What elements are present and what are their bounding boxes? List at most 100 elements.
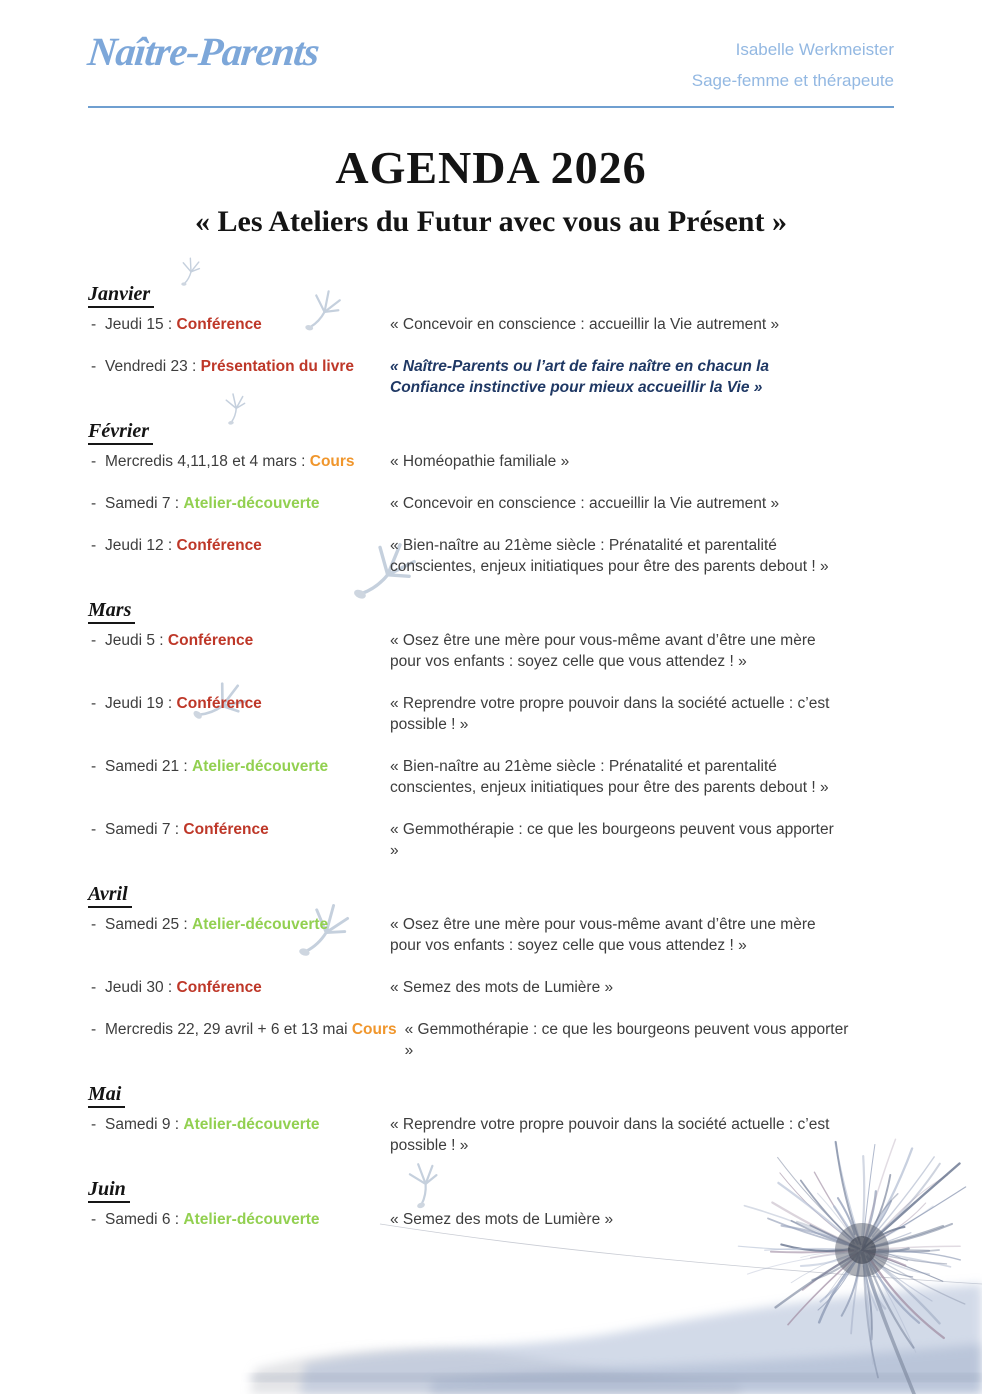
month-title: Mars — [88, 598, 136, 624]
event-bullet: - — [91, 316, 97, 333]
event-bullet: - — [91, 695, 97, 712]
event-bullet: - — [91, 453, 97, 470]
event-date: Jeudi 30 : — [105, 979, 173, 996]
event-left: Samedi 7 : Conférence — [105, 819, 390, 840]
event-row: - Mercredis 4,11,18 et 4 mars : Cours « … — [88, 451, 894, 472]
event-type: Atelier-découverte — [183, 1116, 320, 1133]
event-list: - Jeudi 15 : Conférence « Concevoir en c… — [88, 314, 894, 398]
event-type: Atelier-découverte — [183, 1211, 320, 1228]
event-type: Atelier-découverte — [192, 758, 329, 775]
event-date: Samedi 9 : — [105, 1116, 180, 1133]
brand-logo: Naître-Parents — [85, 29, 321, 74]
event-desc: « Osez être une mère pour vous-même avan… — [390, 916, 816, 954]
contact-name: Isabelle Werkmeister — [735, 40, 894, 59]
event-bullet: - — [91, 1211, 97, 1228]
event-left: Samedi 25 : Atelier-découverte — [105, 914, 390, 935]
month-title: Avril — [88, 882, 132, 908]
event-row: - Samedi 7 : Conférence « Gemmothérapie … — [88, 819, 894, 861]
dandelion-icon — [737, 1138, 967, 1394]
event-type: Atelier-découverte — [183, 495, 320, 512]
event-bullet: - — [91, 1116, 97, 1133]
event-date: Jeudi 12 : — [105, 537, 173, 554]
event-date: Samedi 6 : — [105, 1211, 180, 1228]
month-title: Juin — [88, 1177, 130, 1203]
event-desc: « Concevoir en conscience : accueillir l… — [390, 495, 780, 512]
event-row: - Samedi 6 : Atelier-découverte « Semez … — [88, 1209, 894, 1230]
watercolor-landscape — [250, 1223, 982, 1394]
event-left: Samedi 9 : Atelier-découverte — [105, 1114, 390, 1135]
month-section: Avril - Samedi 25 : Atelier-découverte «… — [88, 882, 894, 1061]
event-left: Jeudi 12 : Conférence — [105, 535, 390, 556]
event-bullet: - — [91, 1021, 97, 1038]
event-type: Cours — [309, 453, 355, 470]
event-row: - Jeudi 15 : Conférence « Concevoir en c… — [88, 314, 894, 335]
event-type: Conférence — [176, 537, 262, 554]
event-left: Vendredi 23 : Présentation du livre — [105, 356, 390, 377]
event-bullet: - — [91, 358, 97, 375]
header-divider — [88, 106, 894, 108]
event-type: Conférence — [167, 632, 254, 649]
event-left: Jeudi 15 : Conférence — [105, 314, 390, 335]
event-row: - Jeudi 5 : Conférence « Osez être une m… — [88, 630, 894, 672]
contact-role: Sage-femme et thérapeute — [691, 71, 894, 90]
event-left: Samedi 21 : Atelier-découverte — [105, 756, 390, 777]
event-type: Conférence — [176, 695, 262, 712]
event-date: Mercredis 22, 29 avril + 6 et 13 mai — [105, 1021, 348, 1038]
event-date: Samedi 7 : — [105, 495, 180, 512]
event-type: Conférence — [176, 316, 262, 333]
event-desc: « Bien-naître au 21ème siècle : Prénatal… — [390, 537, 829, 575]
event-desc: « Semez des mots de Lumière » — [390, 979, 614, 996]
event-type: Conférence — [176, 979, 262, 996]
event-bullet: - — [91, 821, 97, 838]
month-title: Mai — [88, 1082, 126, 1108]
event-left: Jeudi 19 : Conférence — [105, 693, 390, 714]
contact-block: Isabelle Werkmeister Sage-femme et théra… — [692, 30, 894, 96]
event-list: - Samedi 25 : Atelier-découverte « Osez … — [88, 914, 894, 1061]
event-date: Mercredis 4,11,18 et 4 mars : — [105, 453, 306, 470]
event-type: Atelier-découverte — [192, 916, 329, 933]
event-list: - Jeudi 5 : Conférence « Osez être une m… — [88, 630, 894, 861]
page-header: Naître-Parents Isabelle Werkmeister Sage… — [85, 29, 894, 96]
event-date: Samedi 21 : — [105, 758, 188, 775]
month-section: Mai - Samedi 9 : Atelier-découverte « Re… — [88, 1082, 894, 1156]
event-row: - Jeudi 19 : Conférence « Reprendre votr… — [88, 693, 894, 735]
event-type: Cours — [351, 1021, 397, 1038]
event-desc: « Reprendre votre propre pouvoir dans la… — [390, 1116, 830, 1154]
page-title: AGENDA 2026 — [335, 142, 647, 193]
event-left: Mercredis 22, 29 avril + 6 et 13 mai Cou… — [105, 1019, 405, 1040]
event-desc: « Reprendre votre propre pouvoir dans la… — [390, 695, 830, 733]
event-date: Samedi 7 : — [105, 821, 180, 838]
event-date: Vendredi 23 : — [105, 358, 197, 375]
event-type: Présentation du livre — [200, 358, 354, 375]
event-left: Samedi 6 : Atelier-découverte — [105, 1209, 390, 1230]
event-left: Jeudi 30 : Conférence — [105, 977, 390, 998]
event-bullet: - — [91, 537, 97, 554]
month-title: Février — [88, 419, 154, 445]
months: Janvier - Jeudi 15 : Conférence « Concev… — [88, 282, 894, 1230]
event-desc: « Gemmothérapie : ce que les bourgeons p… — [404, 1021, 849, 1059]
event-desc: « Gemmothérapie : ce que les bourgeons p… — [390, 821, 834, 859]
month-section: Février - Mercredis 4,11,18 et 4 mars : … — [88, 419, 894, 577]
month-title: Janvier — [88, 282, 155, 308]
event-desc: « Naître-Parents ou l’art de faire naîtr… — [390, 358, 770, 396]
event-desc: « Concevoir en conscience : accueillir l… — [390, 316, 780, 333]
event-bullet: - — [91, 979, 97, 996]
event-list: - Samedi 9 : Atelier-découverte « Repren… — [88, 1114, 894, 1156]
event-bullet: - — [91, 758, 97, 775]
event-left: Jeudi 5 : Conférence — [105, 630, 390, 651]
event-row: - Mercredis 22, 29 avril + 6 et 13 mai C… — [88, 1019, 894, 1061]
event-desc: « Semez des mots de Lumière » — [390, 1211, 614, 1228]
event-row: - Samedi 7 : Atelier-découverte « Concev… — [88, 493, 894, 514]
event-list: - Mercredis 4,11,18 et 4 mars : Cours « … — [88, 451, 894, 577]
event-desc: « Homéopathie familiale » — [390, 453, 570, 470]
event-row: - Jeudi 30 : Conférence « Semez des mots… — [88, 977, 894, 998]
event-bullet: - — [91, 916, 97, 933]
event-left: Samedi 7 : Atelier-découverte — [105, 493, 390, 514]
event-row: - Vendredi 23 : Présentation du livre « … — [88, 356, 894, 398]
event-date: Jeudi 19 : — [105, 695, 173, 712]
page-subtitle: « Les Ateliers du Futur avec vous au Pré… — [195, 205, 787, 238]
event-type: Conférence — [183, 821, 269, 838]
event-list: - Samedi 6 : Atelier-découverte « Semez … — [88, 1209, 894, 1230]
event-bullet: - — [91, 632, 97, 649]
